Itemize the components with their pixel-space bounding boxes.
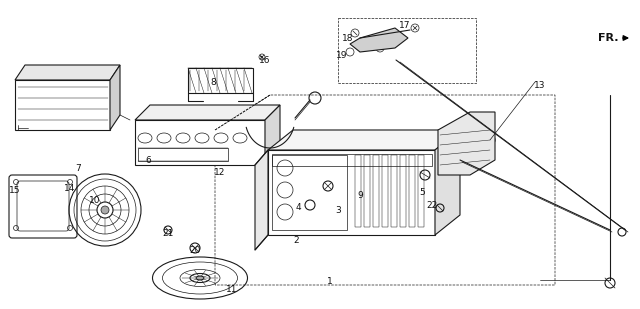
Bar [138,148,228,161]
Text: 1: 1 [327,277,333,286]
Polygon shape [265,105,280,165]
Polygon shape [350,28,408,52]
Polygon shape [15,80,110,130]
Polygon shape [135,105,280,120]
Bar [338,18,476,83]
Ellipse shape [101,206,109,214]
Text: FR.: FR. [598,33,618,43]
Bar [188,68,253,93]
Text: 18: 18 [342,33,354,43]
Text: 4: 4 [295,202,301,211]
Text: 9: 9 [357,191,363,200]
Text: 7: 7 [75,163,81,172]
Text: 2: 2 [293,235,299,244]
Bar [400,155,406,227]
Bar [355,155,361,227]
Ellipse shape [196,276,204,280]
Bar [272,154,432,166]
Bar [391,155,397,227]
Text: 10: 10 [89,196,100,205]
Text: 13: 13 [534,81,546,90]
Text: 5: 5 [419,188,425,197]
Bar [409,155,415,227]
Bar [382,155,388,227]
Bar [373,155,379,227]
Polygon shape [135,120,265,165]
Text: 19: 19 [336,50,348,60]
Polygon shape [435,130,460,235]
FancyBboxPatch shape [9,175,77,238]
Text: 8: 8 [210,78,216,87]
Polygon shape [268,150,435,235]
Text: 16: 16 [259,56,271,65]
Text: 12: 12 [214,167,226,176]
Text: 21: 21 [163,228,173,238]
Text: 17: 17 [399,20,411,29]
Bar [418,155,424,227]
Text: 14: 14 [64,184,76,193]
Polygon shape [15,65,120,80]
Text: 3: 3 [335,205,341,214]
Polygon shape [438,112,495,175]
Text: 20: 20 [189,245,201,255]
Bar [364,155,370,227]
Bar [272,155,347,230]
Text: 15: 15 [9,185,20,194]
Text: 6: 6 [145,155,151,164]
Polygon shape [255,150,268,250]
Polygon shape [268,130,460,150]
Polygon shape [110,65,120,130]
Text: 22: 22 [426,201,438,210]
Text: 11: 11 [227,286,237,294]
FancyBboxPatch shape [17,181,69,231]
